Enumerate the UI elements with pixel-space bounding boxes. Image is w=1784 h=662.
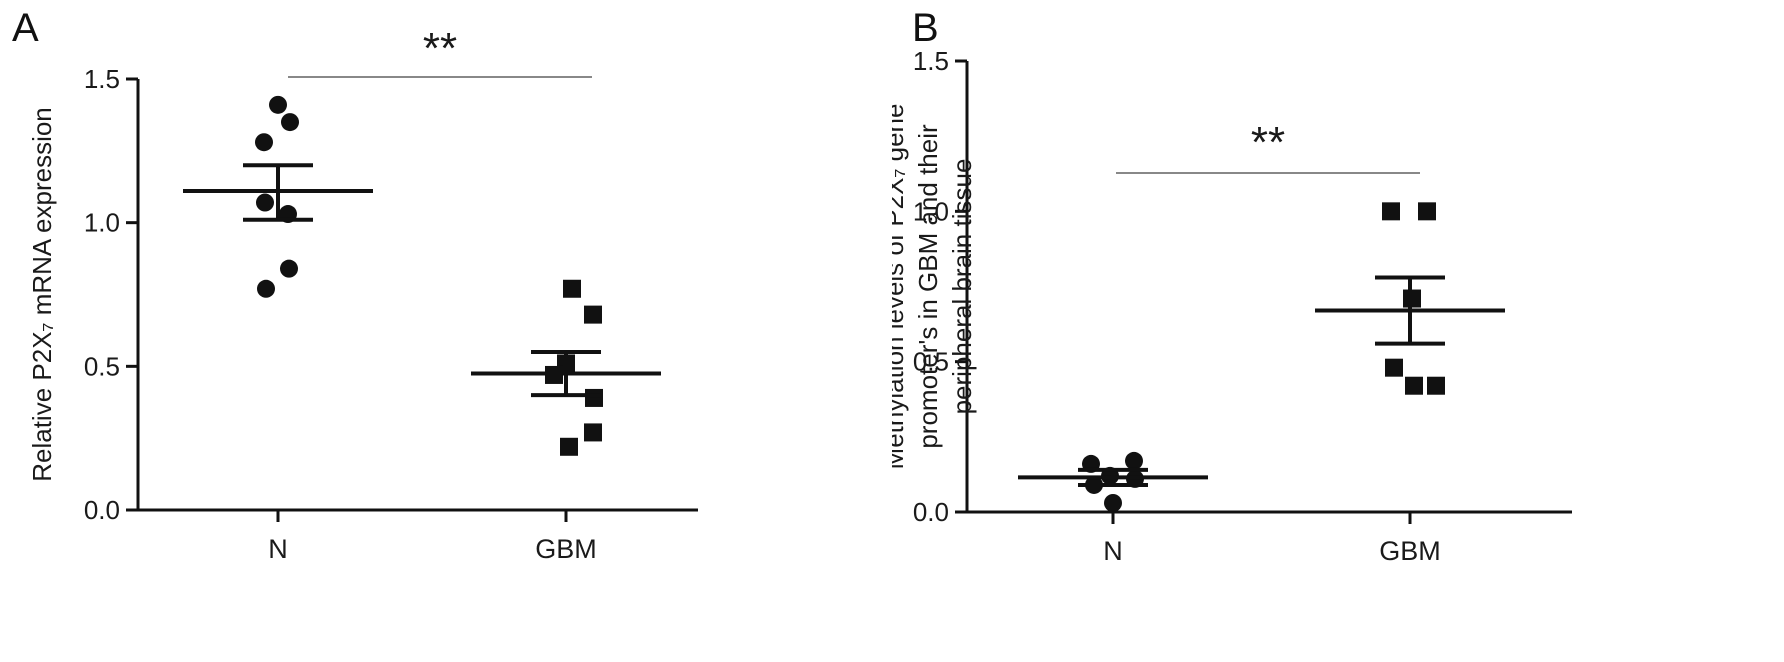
y-tick-label: 1.0 — [84, 208, 120, 238]
y-tick-label: 0.5 — [913, 347, 949, 377]
data-point — [280, 259, 298, 278]
data-point — [584, 423, 602, 442]
x-tick-label: N — [1103, 536, 1123, 566]
chart-panel-a: A 0.0 0.5 1.0 1.5 N GBM Relative P2X₇ mRNA exp… — [12, 6, 698, 564]
significance-stars: ** — [1251, 118, 1285, 167]
data-point — [257, 279, 275, 298]
significance-stars: ** — [423, 24, 457, 73]
y-axis-title: Methylation levels of P2X₇ gene promoter'… — [892, 104, 977, 470]
data-point — [1418, 202, 1436, 221]
data-point — [256, 193, 274, 212]
y-tick-label: 0.0 — [913, 497, 949, 527]
data-point — [269, 95, 287, 114]
y-tick-label: 1.0 — [913, 196, 949, 226]
chart-b-svg: 0.0 0.5 1.0 1.5 N GBM Methylation levels of P2… — [892, 46, 1572, 566]
y-axis-title-line: peripheral brain tissue — [947, 159, 977, 415]
panel-label: A — [12, 6, 39, 50]
y-axis-title-line: promoter's in GBM and their — [913, 124, 943, 449]
data-point — [1382, 202, 1400, 221]
chart-a-svg: 0.0 0.5 1.0 1.5 N GBM Relative P2X₇ mRNA expre… — [27, 24, 698, 564]
y-axis-title-line: Relative P2X₇ mRNA expression — [27, 107, 57, 482]
y-tick-label: 0.0 — [84, 495, 120, 525]
y-axis-title-line: Methylation levels of P2X₇ gene — [892, 104, 909, 470]
y-tick-label: 1.5 — [84, 64, 120, 94]
data-point — [560, 437, 578, 456]
x-tick-label: N — [268, 534, 288, 564]
data-point — [255, 133, 273, 152]
panel-label: B — [912, 6, 939, 50]
y-tick-label: 1.5 — [913, 46, 949, 76]
data-point — [1385, 358, 1403, 377]
data-point — [563, 279, 581, 298]
y-tick-label: 0.5 — [84, 351, 120, 381]
data-point — [1427, 376, 1445, 395]
data-point — [1125, 451, 1143, 470]
x-tick-label: GBM — [1379, 536, 1441, 566]
data-point — [281, 113, 299, 132]
data-point — [585, 388, 603, 407]
chart-panel-b: B 0.0 0.5 1.0 1.5 N GBM Methylation levels of … — [892, 0, 1784, 662]
data-point — [1405, 376, 1423, 395]
data-point — [584, 305, 602, 324]
x-tick-label: GBM — [535, 534, 597, 564]
data-point — [1104, 493, 1122, 512]
y-axis-title: Relative P2X₇ mRNA expression — [27, 107, 57, 482]
